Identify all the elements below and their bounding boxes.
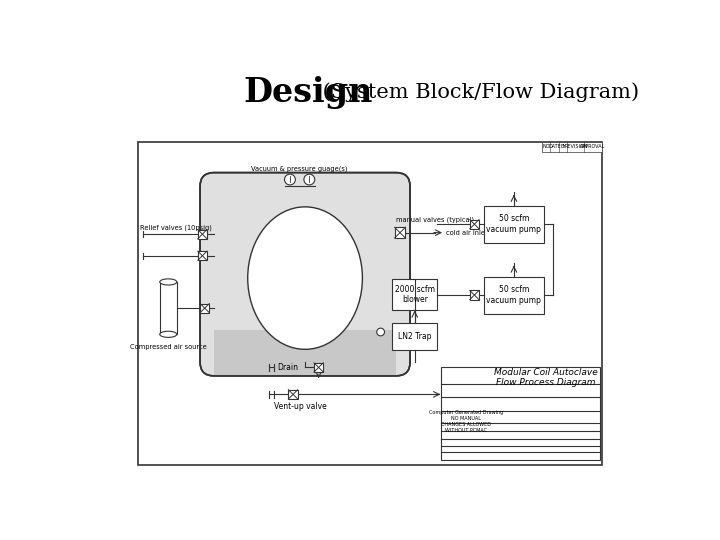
Text: 50 scfm
vacuum pump: 50 scfm vacuum pump [487,214,541,234]
Text: NO: NO [542,144,550,149]
Bar [441,367,600,460]
Bar [542,142,601,152]
Ellipse shape [160,331,177,338]
Text: REVISION: REVISION [564,144,588,149]
Bar [289,390,297,399]
Text: BY: BY [560,144,566,149]
Bar [392,279,437,309]
Bar [469,220,479,229]
Circle shape [304,174,315,185]
Text: Vent-up valve: Vent-up valve [274,402,326,411]
Bar [200,303,210,313]
Text: DATE: DATE [548,144,561,149]
Bar [214,330,396,376]
Text: manual valves (typical): manual valves (typical) [396,217,474,223]
Text: LN2 Trap: LN2 Trap [398,332,431,341]
Text: Modular Coil Autoclave
Flow Process Diagram: Modular Coil Autoclave Flow Process Diag… [494,368,598,387]
Bar [198,251,207,260]
Bar [138,142,601,465]
Circle shape [284,174,295,185]
Text: Computer Generated Drawing
NO MANUAL
CHANGES ALLOWED
WITHOUT PCMAC: Computer Generated Drawing NO MANUAL CHA… [428,410,503,433]
Text: APPROVAL: APPROVAL [580,144,606,149]
Bar [469,291,479,300]
Bar [484,206,544,242]
Bar [160,282,177,334]
Ellipse shape [248,207,362,349]
Text: 50 scfm
vacuum pump: 50 scfm vacuum pump [487,285,541,305]
FancyBboxPatch shape [200,173,410,376]
Text: cold air inlet: cold air inlet [446,230,488,235]
Bar [392,323,437,350]
Text: Vacuum & pressure guage(s): Vacuum & pressure guage(s) [251,165,348,172]
Text: 2000 scfm
blower: 2000 scfm blower [395,285,435,304]
Bar [484,276,544,314]
Text: Design: Design [243,76,373,109]
Ellipse shape [160,279,177,285]
Text: (System Block/Flow Diagram): (System Block/Flow Diagram) [316,83,639,103]
Text: Compressed air source: Compressed air source [130,343,207,349]
Text: Drain: Drain [277,363,299,372]
Bar [395,227,405,238]
Bar [198,230,207,239]
Circle shape [377,328,384,336]
Text: Relief valves (10psig): Relief valves (10psig) [140,225,212,231]
Bar [314,363,323,372]
